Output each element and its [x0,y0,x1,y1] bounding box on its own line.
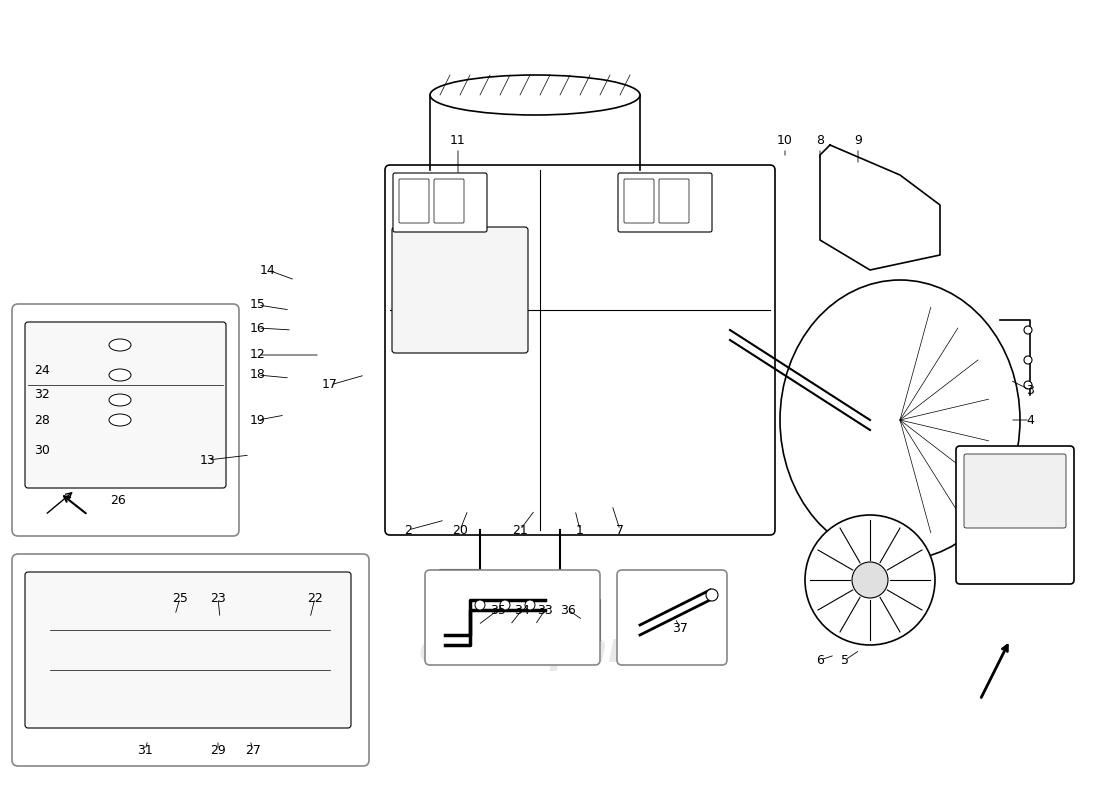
FancyBboxPatch shape [393,173,487,232]
Text: 8: 8 [816,134,824,146]
Circle shape [706,589,718,601]
FancyBboxPatch shape [956,446,1074,584]
Ellipse shape [109,414,131,426]
FancyBboxPatch shape [25,322,226,488]
Text: 3: 3 [1026,383,1034,397]
Text: 16: 16 [250,322,266,334]
FancyBboxPatch shape [624,179,654,223]
FancyBboxPatch shape [425,570,600,665]
Circle shape [475,600,485,610]
Text: 28: 28 [34,414,50,426]
Text: 7: 7 [616,523,624,537]
Text: 23: 23 [210,591,225,605]
FancyBboxPatch shape [964,454,1066,528]
Text: 12: 12 [250,349,266,362]
Text: 19: 19 [250,414,266,426]
Circle shape [1024,356,1032,364]
Text: 6: 6 [816,654,824,666]
Ellipse shape [430,75,640,115]
Text: 2: 2 [404,523,411,537]
Circle shape [500,600,510,610]
Text: 20: 20 [452,523,468,537]
Text: 26: 26 [110,494,125,506]
FancyBboxPatch shape [618,173,712,232]
Circle shape [525,600,535,610]
FancyBboxPatch shape [434,179,464,223]
Ellipse shape [780,280,1020,560]
Text: 17: 17 [322,378,338,391]
Circle shape [805,515,935,645]
Circle shape [1024,326,1032,334]
Text: 9: 9 [854,134,862,146]
FancyBboxPatch shape [659,179,689,223]
FancyBboxPatch shape [392,227,528,353]
Text: 13: 13 [200,454,216,466]
Text: eurospares: eurospares [418,629,682,671]
Polygon shape [820,145,940,270]
Text: 15: 15 [250,298,266,311]
Text: 35: 35 [491,603,506,617]
Ellipse shape [109,369,131,381]
Text: 30: 30 [34,443,50,457]
Circle shape [1024,381,1032,389]
Ellipse shape [109,339,131,351]
Text: 5: 5 [842,654,849,666]
Text: 25: 25 [172,591,188,605]
Text: eurospares: eurospares [383,284,717,336]
Text: 27: 27 [245,743,261,757]
FancyBboxPatch shape [12,554,369,766]
FancyBboxPatch shape [12,304,239,536]
Text: 24: 24 [34,363,50,377]
Text: 21: 21 [513,523,528,537]
FancyBboxPatch shape [25,572,351,728]
Ellipse shape [109,394,131,406]
Text: 31: 31 [138,743,153,757]
Text: 18: 18 [250,369,266,382]
Text: 22: 22 [307,591,323,605]
Text: 33: 33 [537,603,553,617]
Text: 34: 34 [514,603,530,617]
Text: 37: 37 [672,622,688,634]
Text: 10: 10 [777,134,793,146]
Text: 32: 32 [34,389,50,402]
FancyBboxPatch shape [385,165,776,535]
FancyBboxPatch shape [617,570,727,665]
FancyBboxPatch shape [399,179,429,223]
Text: 29: 29 [210,743,225,757]
Text: 11: 11 [450,134,466,146]
Text: 1: 1 [576,523,584,537]
Text: 36: 36 [560,603,576,617]
Text: 14: 14 [260,263,276,277]
Text: 4: 4 [1026,414,1034,426]
Circle shape [852,562,888,598]
